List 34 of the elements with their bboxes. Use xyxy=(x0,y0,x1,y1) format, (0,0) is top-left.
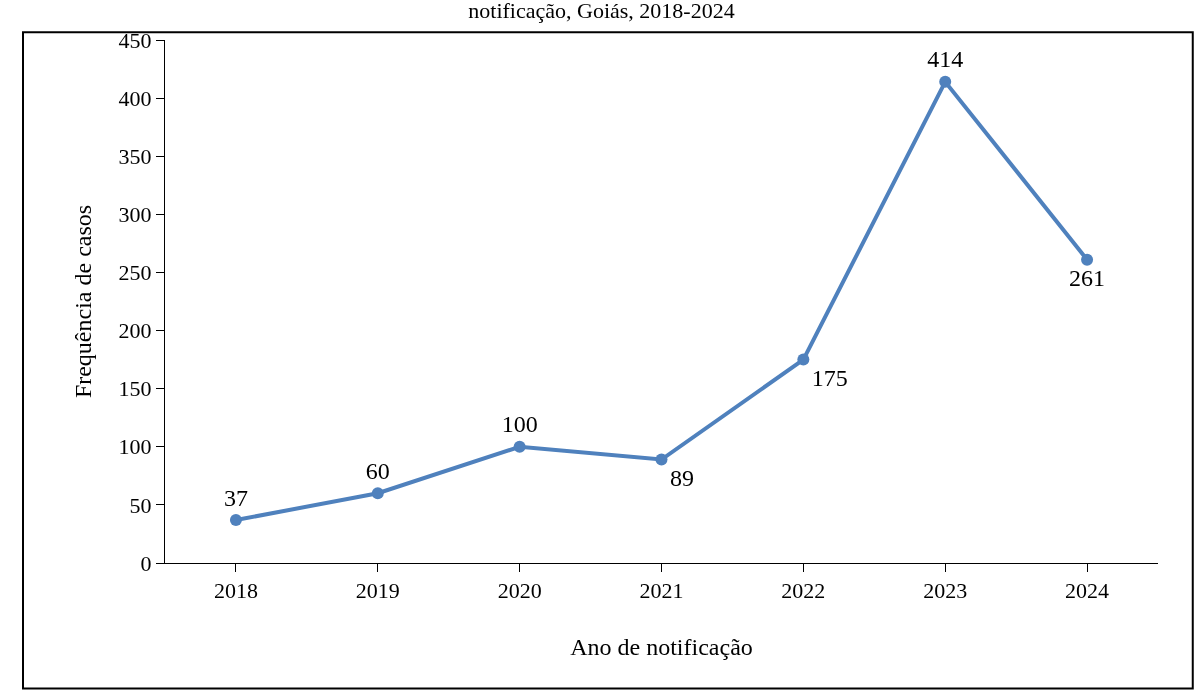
data-label: 414 xyxy=(927,46,964,73)
data-label: 37 xyxy=(223,484,248,511)
data-label: 100 xyxy=(501,411,538,438)
y-tick-label: 150 xyxy=(118,376,152,402)
y-tick-label: 350 xyxy=(118,143,152,169)
x-tick-label: 2024 xyxy=(1065,578,1110,604)
point xyxy=(655,453,668,466)
data-label: 89 xyxy=(670,465,694,492)
x-tick-label: 2018 xyxy=(213,578,258,604)
x-tick-label: 2019 xyxy=(355,578,400,604)
point xyxy=(797,353,810,366)
point xyxy=(1081,253,1094,266)
y-axis-title: Frequência de casos xyxy=(69,204,96,399)
point xyxy=(939,75,952,88)
x-tick-label: 2023 xyxy=(923,578,968,604)
y-tick-label: 250 xyxy=(118,260,152,286)
y-tick-label: 100 xyxy=(118,434,152,460)
point xyxy=(371,487,384,500)
y-tick-label: 50 xyxy=(129,492,152,518)
y-tick-label: 200 xyxy=(118,318,152,344)
y-tick-label: 300 xyxy=(118,202,152,228)
data-label: 261 xyxy=(1069,265,1106,292)
point xyxy=(229,514,242,526)
x-tick-label: 2021 xyxy=(639,578,684,604)
y-tick-label: 0 xyxy=(140,550,152,576)
y-tick-label: 450 xyxy=(118,27,152,53)
chart-title: notificação, Goiás, 2018-2024 xyxy=(468,0,735,24)
point xyxy=(513,440,526,453)
y-tick-label: 400 xyxy=(118,85,152,111)
x-axis-title: Ano de notificação xyxy=(570,633,753,660)
data-label: 175 xyxy=(811,365,848,392)
data-label: 60 xyxy=(365,457,390,484)
x-tick-label: 2022 xyxy=(781,578,826,604)
x-tick-label: 2020 xyxy=(497,578,542,604)
